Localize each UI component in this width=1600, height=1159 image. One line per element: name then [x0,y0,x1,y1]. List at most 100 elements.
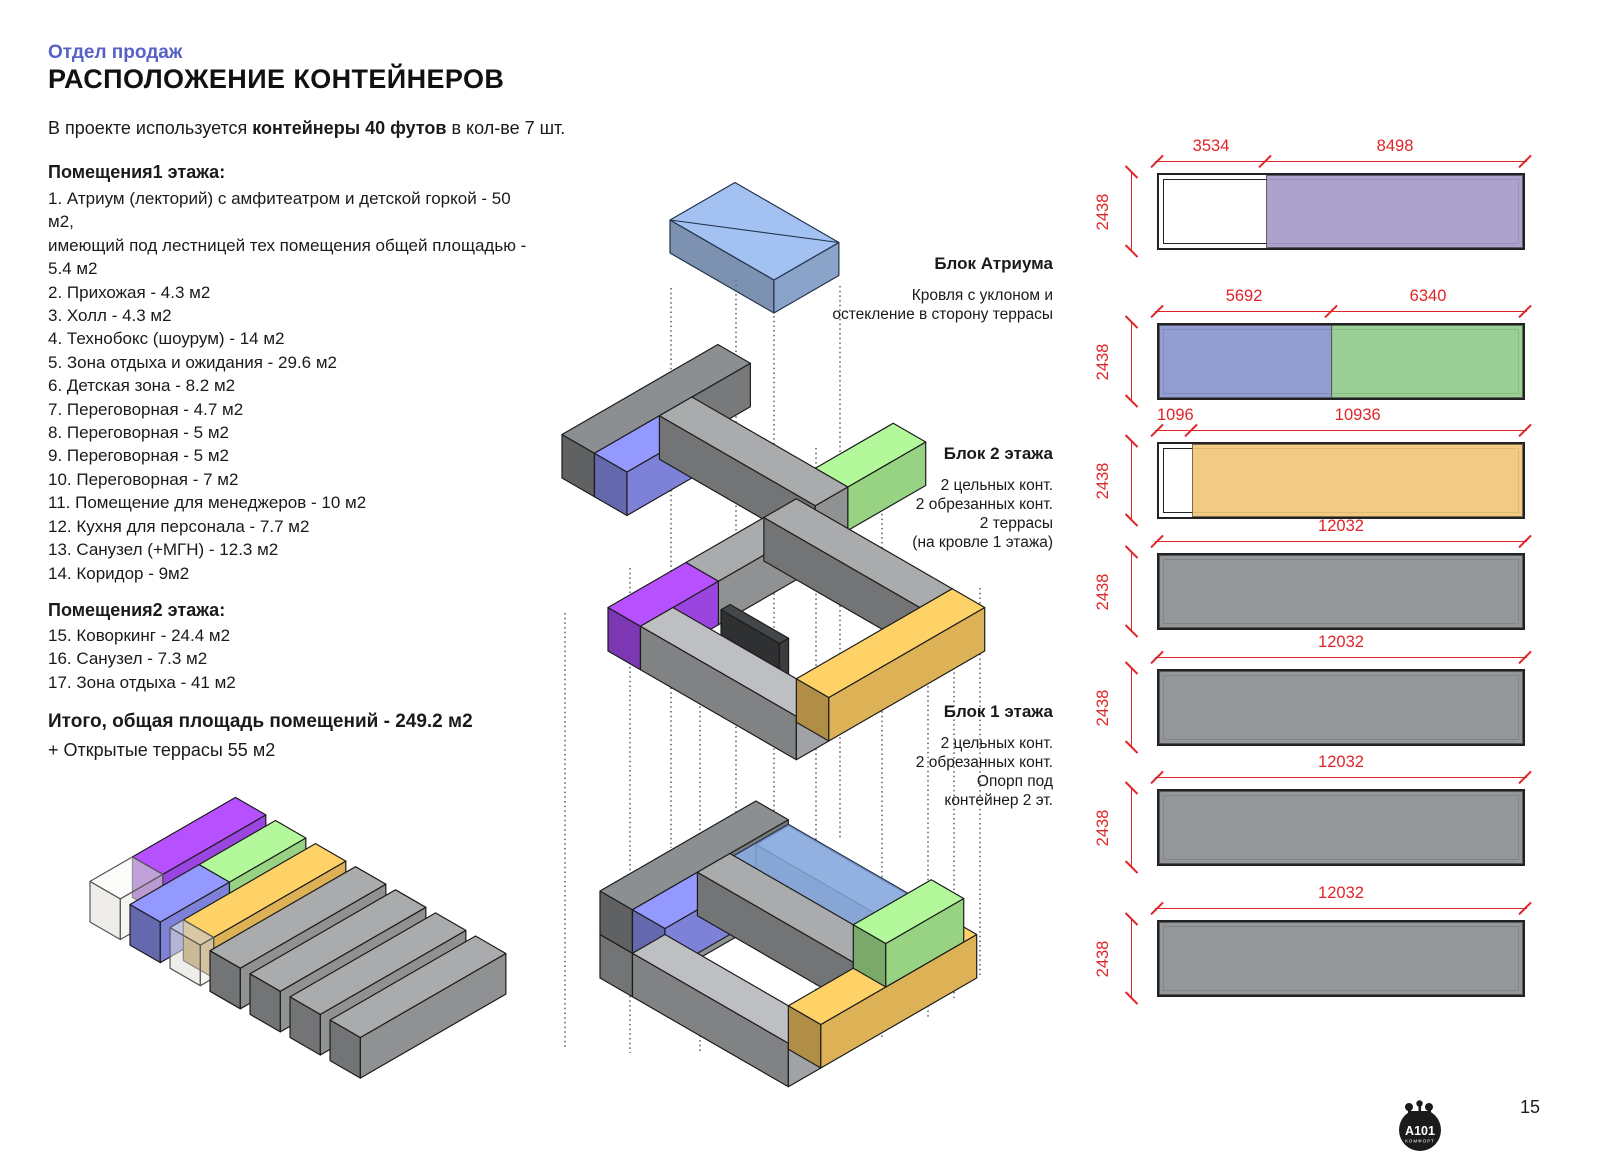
dimension-line [1155,541,1527,542]
page-title: РАСПОЛОЖЕНИЕ КОНТЕЙНЕРОВ [48,64,505,94]
container-plan-6: 12032 2438 [1094,753,1532,874]
block-line: 2 цельных конт. [940,477,1053,494]
container-plan-5: 12032 2438 [1094,633,1532,754]
room-list-line: 8. Переговорная - 5 м2 [48,423,229,443]
room-list-line: 5.4 м2 [48,259,98,279]
height-dimension-label: 2438 [1093,809,1112,846]
width-dimension-labels: 12032 [1318,633,1364,651]
intro-bold: контейнеры 40 футов [252,118,447,138]
height-dimension-label: 2438 [1093,573,1112,610]
intro-suffix: в кол-ве 7 шт. [446,118,566,138]
dimension-line [1155,430,1527,431]
dimension-line [1131,442,1132,519]
total-area: Итого, общая площадь помещений - 249.2 м… [48,711,473,732]
exploded-axonometric-diagram [561,181,986,1088]
dimension-line [1155,908,1527,909]
room-list-line: 13. Санузел (+МГН) - 12.3 м2 [48,540,279,560]
dimension-line [1155,777,1527,778]
a101-logo: A101 КОМФОРТ [1396,1096,1444,1151]
container-outline [1157,173,1525,250]
dimension-line [1131,553,1132,630]
logo-subtext: КОМФОРТ [1405,1139,1435,1144]
room-list-line: 12. Кухня для персонала - 7.7 м2 [48,516,310,536]
height-dimension-label: 2438 [1093,689,1112,726]
plan-segment [1159,791,1523,864]
dimension-line [1155,657,1527,658]
floor2-heading: Помещения2 этажа: [48,600,226,620]
room-list-line: 7. Переговорная - 4.7 м2 [48,399,244,419]
container-outline [1157,920,1525,997]
block-title: Блок Атриума [934,254,1053,273]
height-dimension-label: 2438 [1093,343,1112,380]
height-dimension-label: 2438 [1093,940,1112,977]
dimension-line [1155,161,1527,162]
floor1-room-list: 1. Атриум (лекторий) с амфитеатром и дет… [48,187,568,585]
container-outline [1157,442,1525,519]
container-plan-4: 12032 2438 [1094,517,1532,638]
plan-segment [1159,325,1334,398]
containers-isometric-overview [89,796,507,1079]
width-dimension-labels: 1096 10936 [1157,406,1381,424]
dimension-line [1131,789,1132,866]
width-dimension-labels: 12032 [1318,753,1364,771]
plan-segment [1192,444,1523,517]
block-line: 2 цельных конт. [940,735,1053,752]
label-floor2-block: Блок 2 этажа 2 цельных конт. 2 обрезанны… [753,444,1053,552]
room-list-line: 6. Детская зона - 8.2 м2 [48,376,236,396]
room-list-line: 10. Переговорная - 7 м2 [48,469,239,489]
plan-segment [1159,555,1523,628]
block-line: Кровля с уклоном и [911,287,1053,304]
container-plan-3: 1096 10936 2438 [1094,406,1532,527]
room-list-line: 14. Коридор - 9м2 [48,563,190,583]
block-line: Опорп под [976,773,1053,790]
block-title: Блок 1 этажа [943,702,1053,721]
room-list-line: 4. Технобокс (шоурум) - 14 м2 [48,329,285,349]
container-plan-7: 12032 2438 [1094,884,1532,1005]
room-list-line: м2, [48,212,74,232]
room-list-line: 9. Переговорная - 5 м2 [48,446,229,466]
container-plan-1: 3534 8498 2438 [1094,137,1532,258]
container-outline [1157,789,1525,866]
dimension-line [1131,669,1132,746]
dimension-line [1155,311,1527,312]
room-list-line: 3. Холл - 4.3 м2 [48,306,172,326]
block-line: 2 обрезанных конт. [915,496,1053,513]
block-title: Блок 2 этажа [943,444,1053,463]
height-dimension-label: 2438 [1093,462,1112,499]
height-dimension-label: 2438 [1093,193,1112,230]
room-list-line: 2. Прихожая - 4.3 м2 [48,282,211,302]
container-plan-2: 5692 6340 2438 [1094,287,1532,408]
width-dimension-labels: 3534 8498 [1192,137,1414,155]
plan-segment [1159,922,1523,995]
plan-segment [1331,325,1523,398]
floor2-room-list: 15. Коворкинг - 24.4 м2 16. Санузел - 7.… [48,624,568,694]
room-list-line: 17. Зона отдыха - 41 м2 [48,672,236,692]
container-outline [1157,669,1525,746]
intro-line: В проекте используется контейнеры 40 фут… [48,118,565,139]
terraces-area: + Открытые террасы 55 м2 [48,740,276,760]
label-atrium-block: Блок Атриума Кровля с уклоном и остеклен… [753,254,1053,324]
width-dimension-labels: 12032 [1318,517,1364,535]
logo-text: A101 [1405,1124,1435,1138]
block-line: 2 террасы [979,515,1053,532]
width-dimension-labels: 12032 [1318,884,1364,902]
section-eyebrow: Отдел продаж [48,42,183,63]
block-line: (на кровле 1 этажа) [912,534,1053,551]
room-list-line: 5. Зона отдыха и ожидания - 29.6 м2 [48,352,337,372]
width-dimension-labels: 5692 6340 [1225,287,1447,305]
plan-segment [1159,671,1523,744]
intro-prefix: В проекте используется [48,118,253,138]
dimension-line [1131,173,1132,250]
block-line: контейнер 2 эт. [944,792,1053,809]
block-line: остекление в сторону террасы [832,306,1053,323]
dimension-line [1131,920,1132,997]
room-list-line: 16. Санузел - 7.3 м2 [48,649,208,669]
container-outline [1157,323,1525,400]
room-list-line: 1. Атриум (лекторий) с амфитеатром и дет… [48,189,511,208]
container-outline [1157,553,1525,630]
label-floor1-block: Блок 1 этажа 2 цельных конт. 2 обрезанны… [753,702,1053,810]
room-list-line: 11. Помещение для менеджеров - 10 м2 [48,493,367,513]
floor1-heading: Помещения1 этажа: [48,162,226,182]
room-list-line: 15. Коворкинг - 24.4 м2 [48,626,231,645]
